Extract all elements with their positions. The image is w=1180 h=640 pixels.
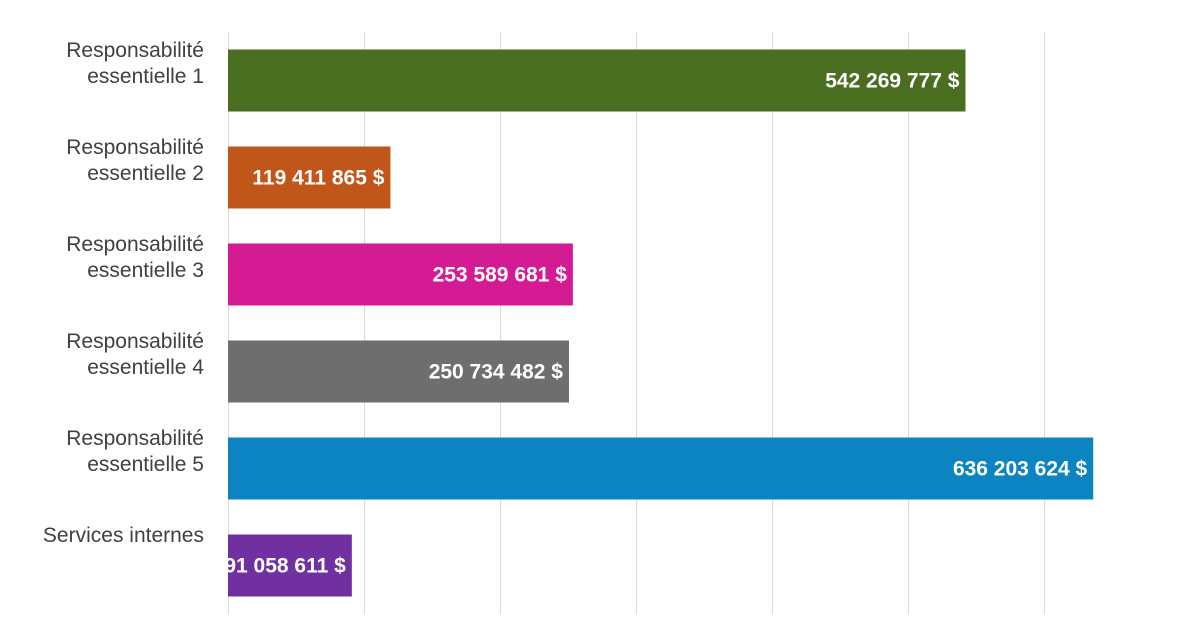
bar-6 (228, 534, 352, 597)
category-label-line: essentielle 2 (87, 162, 204, 185)
data-label-2: 119 411 865 $ (252, 167, 384, 190)
data-label-1: 542 269 777 $ (825, 70, 960, 93)
value-labels: 542 269 777 $ 119 411 865 $ 253 589 681 $ 2… (224, 70, 1087, 578)
bar-4 (228, 340, 569, 403)
category-label-3: Responsabilité essentielle 3 (66, 233, 204, 282)
category-label-line: essentielle 1 (87, 65, 204, 88)
bar-3 (228, 243, 573, 306)
bar-2 (228, 146, 391, 209)
category-label-5: Responsabilité essentielle 5 (66, 427, 204, 476)
bar-1 (228, 49, 966, 112)
category-label-line: essentielle 3 (87, 259, 204, 282)
category-label-2: Responsabilité essentielle 2 (66, 136, 204, 185)
category-label-line: essentielle 4 (87, 356, 204, 379)
data-label-5: 636 203 624 $ (953, 458, 1088, 481)
category-label-1: Responsabilité essentielle 1 (66, 39, 204, 88)
category-labels: Responsabilité essentielle 1Responsabilit… (43, 39, 204, 547)
category-label-line: essentielle 5 (87, 453, 204, 476)
data-label-3: 253 589 681 $ (433, 264, 568, 287)
bars (228, 49, 1094, 597)
category-label-line: Services internes (43, 524, 204, 547)
category-label-4: Responsabilité essentielle 4 (66, 330, 204, 379)
category-label-line: Responsabilité (66, 330, 204, 353)
data-label-4: 250 734 482 $ (429, 361, 564, 384)
category-label-line: Responsabilité (66, 233, 204, 256)
data-label-6: 91 058 611 $ (224, 555, 346, 578)
bar-5 (228, 437, 1094, 500)
category-label-line: Responsabilité (66, 427, 204, 450)
category-label-6: Services internes (43, 524, 204, 547)
gridlines (228, 32, 1045, 614)
category-label-line: Responsabilité (66, 39, 204, 62)
category-label-line: Responsabilité (66, 136, 204, 159)
